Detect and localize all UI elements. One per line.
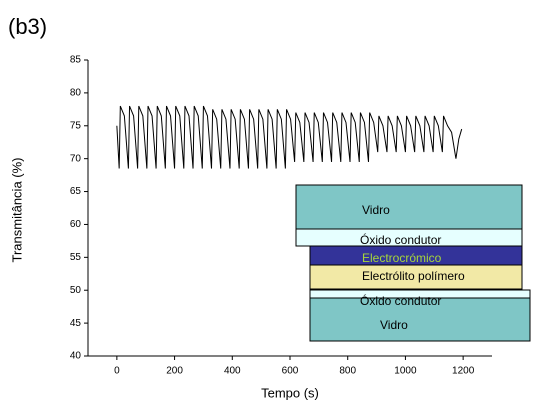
panel-label: (b3)	[8, 14, 47, 39]
layer-diagram: Vidro Óxido condutor Electrocrómico Elec…	[295, 184, 531, 342]
x-tick-label: 1000	[394, 366, 417, 377]
y-tick-label: 40	[70, 351, 82, 362]
x-tick-label: 800	[339, 366, 356, 377]
x-tick-label: 400	[224, 366, 241, 377]
layer-label: Óxido condutor	[360, 232, 441, 247]
data-line	[116, 105, 463, 169]
y-tick-label: 65	[70, 186, 82, 197]
y-tick-label: 70	[70, 153, 82, 164]
x-axis-label: Tempo (s)	[261, 385, 319, 400]
layer-label: Vidro	[380, 318, 408, 332]
layer-electrolyte	[309, 264, 523, 290]
layer-label: Electrólito polímero	[362, 269, 465, 283]
y-tick-label: 75	[70, 120, 82, 131]
plot-area: 40 45 50 55 60 65 70 75 80 85 0 200 400 600 800 1000 120…	[70, 55, 475, 377]
y-tick-label: 60	[70, 219, 82, 230]
x-tick-label: 1200	[452, 366, 475, 377]
layer-glass	[295, 184, 523, 230]
layer-label: Vidro	[362, 203, 390, 217]
y-tick-label: 80	[70, 88, 82, 99]
x-tick-label: 0	[114, 366, 120, 377]
y-tick-label: 85	[70, 55, 82, 66]
layer-glass	[309, 297, 531, 342]
y-tick-label: 50	[70, 285, 82, 296]
layer-label: Óxido condutor	[360, 293, 441, 308]
y-tick-label: 55	[70, 252, 82, 263]
x-tick-label: 200	[166, 366, 183, 377]
y-axis-label: Transmitância (%)	[9, 158, 24, 263]
x-tick-label: 600	[282, 366, 299, 377]
y-tick-label: 45	[70, 318, 82, 329]
layer-label: Electrocrómico	[362, 251, 442, 265]
